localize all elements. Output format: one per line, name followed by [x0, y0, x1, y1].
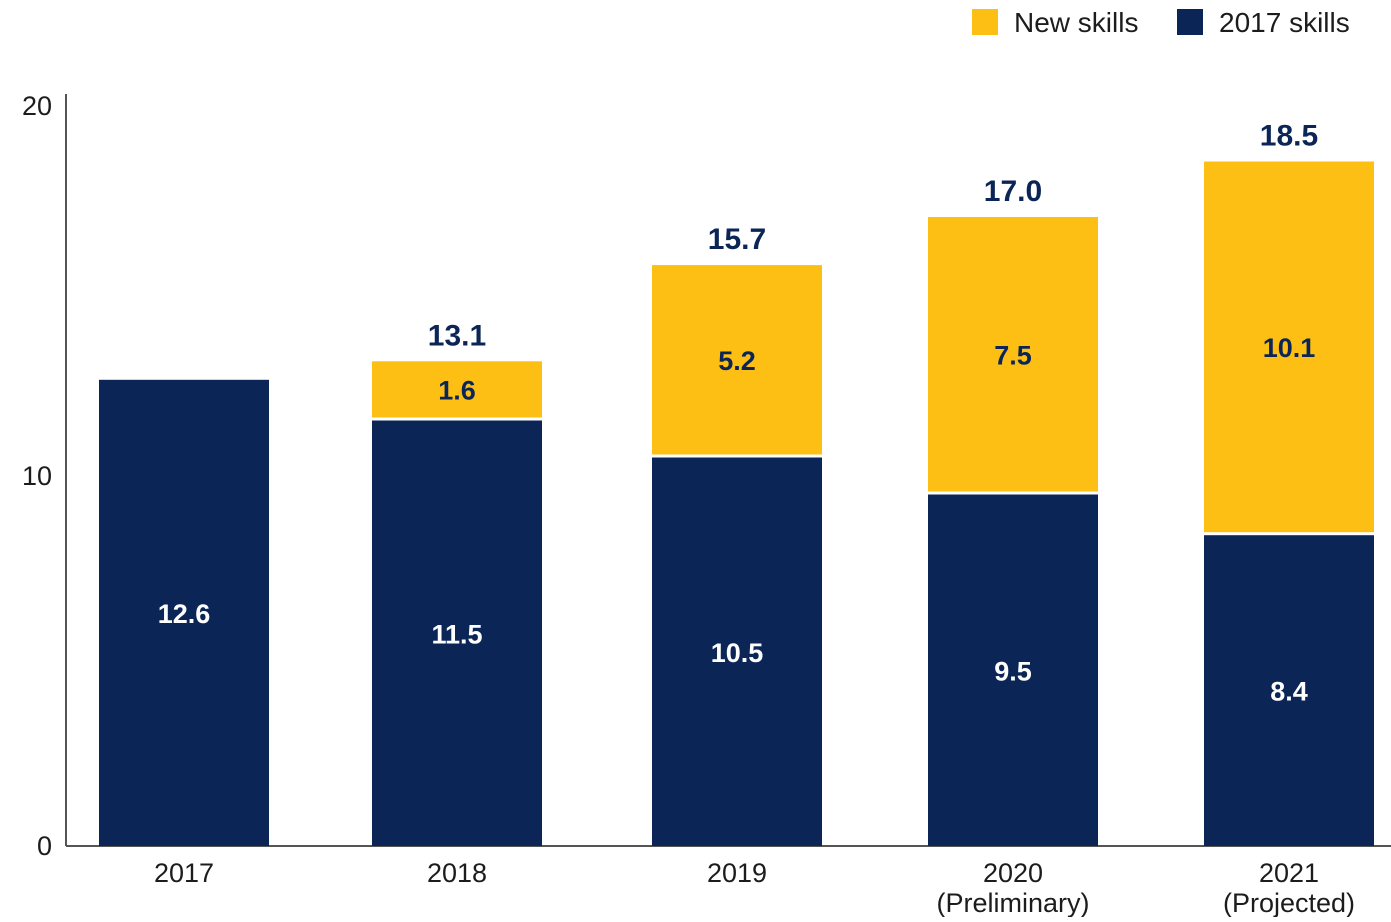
bar-label-2017-skills: 9.5 — [994, 656, 1032, 686]
bar-label-new-skills: 1.6 — [438, 375, 476, 405]
bar-total-label: 18.5 — [1260, 120, 1318, 153]
bar-2017-skills — [1204, 535, 1374, 846]
y-tick-label: 10 — [22, 461, 52, 491]
bar-total-label: 13.1 — [428, 319, 486, 352]
bar-new-skills — [652, 265, 822, 455]
x-category-label: 2021 — [1259, 858, 1319, 888]
x-category-label: (Projected) — [1223, 888, 1355, 917]
bar-2017-skills — [928, 494, 1098, 846]
x-category-label: 2018 — [427, 858, 487, 888]
bar-label-new-skills: 5.2 — [718, 346, 756, 376]
bar-label-new-skills: 7.5 — [994, 340, 1032, 370]
bar-2017-skills — [372, 420, 542, 846]
x-category-label: 2020 — [983, 858, 1043, 888]
legend-label: 2017 skills — [1219, 7, 1350, 38]
bar-label-new-skills: 10.1 — [1263, 333, 1316, 363]
bar-label-2017-skills: 11.5 — [431, 619, 482, 649]
bar-new-skills — [928, 217, 1098, 492]
legend-swatch — [1177, 9, 1203, 35]
legend-swatch — [972, 9, 998, 35]
x-category-label: 2019 — [707, 858, 767, 888]
bar-label-2017-skills: 10.5 — [711, 638, 764, 668]
bar-total-label: 17.0 — [984, 175, 1042, 208]
bar-label-2017-skills: 12.6 — [158, 599, 211, 629]
bar-new-skills — [1204, 161, 1374, 533]
bar-total-label: 15.7 — [708, 223, 766, 256]
y-tick-label: 20 — [22, 91, 52, 121]
bar-new-skills — [372, 361, 542, 418]
bar-label-2017-skills: 8.4 — [1270, 677, 1308, 707]
bar-2017-skills — [652, 457, 822, 846]
bar-2017-skills — [99, 379, 269, 846]
x-category-label: (Preliminary) — [936, 888, 1089, 917]
y-tick-label: 0 — [37, 831, 52, 861]
legend-label: New skills — [1014, 7, 1138, 38]
x-category-label: 2017 — [154, 858, 214, 888]
